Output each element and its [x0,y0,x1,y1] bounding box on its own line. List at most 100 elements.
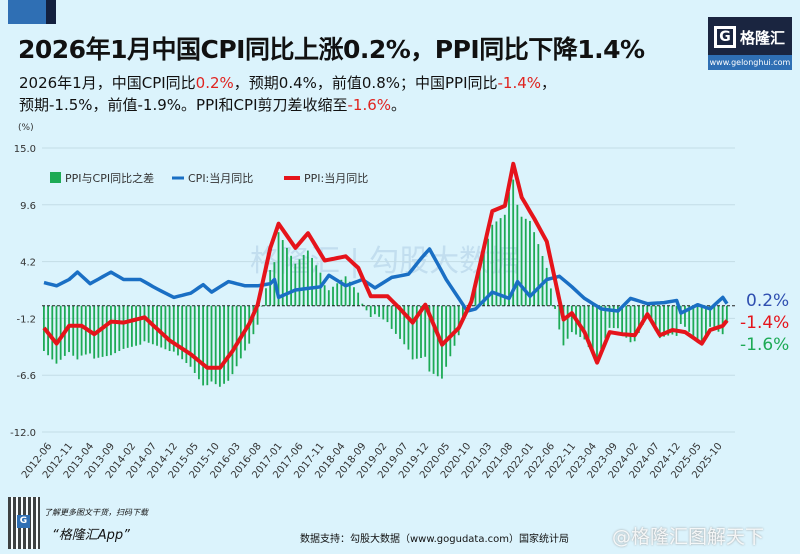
diff-bar [156,305,158,346]
diff-bar [487,238,489,306]
diff-bar [361,303,364,306]
y-tick-label: 9.6 [20,201,36,212]
legend-label-ppi: PPI:当月同比 [304,171,368,185]
diff-bar [549,288,552,306]
diff-bar [713,305,716,330]
diff-bar [105,305,108,357]
diff-bar [591,305,594,355]
diff-bar [654,305,657,331]
diff-bar [239,305,242,359]
diff-bar [382,305,385,320]
end-label-diff: -1.6% [740,335,789,355]
diff-bar [583,305,586,340]
diff-bar [462,305,464,321]
diff-bar [650,305,653,324]
diff-bar [76,305,79,360]
diff-bar [118,305,121,352]
diff-bar [369,305,372,317]
diff-bar [210,305,213,382]
diff-bar [403,305,406,345]
diff-bar [80,305,83,356]
diff-bar [386,305,389,323]
diff-bar [126,305,129,348]
diff-bar [281,240,284,306]
diff-bar [508,192,510,306]
diff-bar [420,305,422,359]
diff-bar [332,286,334,306]
diff-bar [554,305,556,309]
diff-bar [290,255,293,306]
cpi-value: 0.2% [195,74,234,92]
diff-bar [453,305,456,346]
diff-bar [562,305,565,346]
diff-bar [223,305,225,384]
y-tick-label: 4.2 [20,258,36,269]
diff-bar [193,305,196,374]
diff-bar [596,305,598,363]
diff-bar [260,305,263,307]
diff-bar [629,305,632,343]
diff-bar [696,305,699,342]
diff-bar [520,216,523,306]
diff-bar [512,179,515,306]
diff-bar [298,259,301,306]
ppi-value: -1.4% [497,74,542,92]
diff-bar [499,218,502,306]
diff-bar [160,305,163,348]
y-tick-label: -6.6 [16,371,36,382]
sub-text: 2026年1月，中国CPI同比 [19,74,196,92]
diff-bar [185,305,188,363]
diff-bar [625,305,628,338]
end-label-cpi: 0.2% [746,291,789,311]
diff-bar [436,305,439,377]
diff-bar [374,305,376,315]
diff-bar [725,305,728,323]
decor-bar-dark [46,0,56,24]
diff-bar [533,232,536,306]
diff-bar [642,305,644,325]
diff-bar [558,305,561,330]
diff-bar [633,305,636,342]
diff-bar [516,204,519,306]
diff-bar [658,305,661,339]
diff-bar [214,305,217,385]
diff-bar [675,305,678,336]
qr-code [8,497,40,549]
end-label-ppi: -1.4% [740,313,789,333]
diff-bar [189,305,192,367]
diff-bar [302,254,305,306]
ppi-line [42,161,729,370]
diff-bar [231,305,234,375]
diff-bar [311,257,313,306]
diff-bar [168,305,171,352]
diff-bar [428,305,431,372]
diff-bar [218,305,221,387]
diff-bar [164,305,167,350]
diff-bar [663,305,665,337]
diff-bar [177,305,179,356]
diff-bar [202,305,205,386]
diff-bar [252,305,255,335]
diff-bar [319,272,322,306]
diff-bar [415,305,418,359]
diff-bar [55,305,58,364]
diff-bar [306,250,309,306]
diff-bar [227,305,230,381]
diff-bar [122,305,125,349]
page-title: 2026年1月中国CPI同比上涨0.2%，PPI同比下降1.4% [18,35,645,64]
diff-bar [503,214,506,306]
diff-bar [181,305,184,360]
diff-bar [445,305,448,367]
diff-bar [474,280,477,306]
diff-bar [172,305,175,352]
diff-bar [608,305,611,328]
diff-bar [491,224,494,306]
diff-bar [617,305,619,329]
diff-bar [545,267,548,306]
diff-bar [692,305,695,337]
diff-bar [432,305,435,374]
legend-label-cpi: CPI:当月同比 [188,171,253,185]
diff-bar [51,305,54,360]
diff-bar [394,305,397,334]
